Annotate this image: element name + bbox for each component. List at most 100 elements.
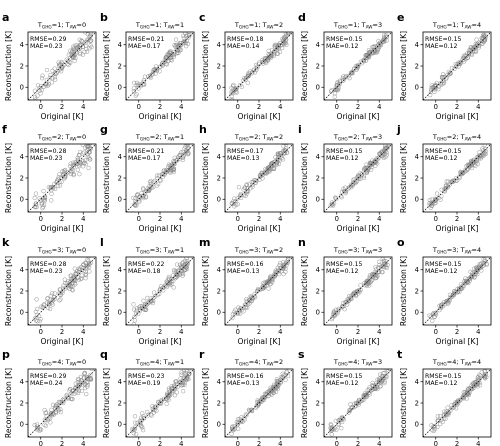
- x-axis-label: Original [K]: [435, 112, 478, 121]
- mae-label: MAE=0.23: [30, 155, 63, 162]
- mae-label: MAE=0.18: [128, 268, 161, 275]
- data-point: [169, 277, 174, 282]
- y-tick-label: 0: [316, 421, 320, 429]
- data-point: [57, 62, 62, 67]
- data-point: [341, 74, 346, 79]
- data-point: [284, 370, 289, 375]
- data-point: [174, 390, 179, 395]
- data-point: [235, 417, 241, 422]
- data-point: [171, 170, 176, 175]
- data-point: [171, 285, 176, 290]
- x-tick-label: 2: [60, 328, 64, 336]
- data-point: [236, 185, 242, 190]
- x-tick-label: 4: [278, 440, 282, 446]
- data-point: [57, 183, 63, 188]
- data-point: [52, 66, 57, 71]
- data-point: [367, 49, 372, 55]
- data-point: [471, 266, 477, 271]
- data-point: [132, 426, 137, 431]
- data-point: [161, 168, 166, 173]
- data-point: [130, 426, 135, 431]
- data-point: [141, 79, 146, 85]
- data-point: [339, 189, 345, 195]
- data-point: [136, 311, 141, 317]
- data-point: [164, 284, 169, 290]
- data-point: [37, 196, 42, 201]
- data-point: [57, 298, 62, 303]
- rmse-label: RMSE=0.29: [30, 373, 66, 380]
- data-point: [370, 380, 375, 386]
- y-tick-label: 2: [118, 287, 122, 295]
- data-point: [462, 390, 468, 395]
- x-axis-label: Original [K]: [138, 112, 181, 121]
- mae-label: MAE=0.13: [227, 155, 260, 162]
- data-point: [356, 400, 361, 406]
- data-point: [138, 82, 143, 87]
- data-point: [134, 82, 139, 88]
- panel-title: TGHG=4; TAW=0: [37, 358, 86, 368]
- data-point: [60, 290, 65, 296]
- data-point: [480, 41, 485, 46]
- data-point: [372, 386, 377, 392]
- data-point: [35, 93, 40, 98]
- y-tick-label: 0: [20, 196, 24, 204]
- data-point: [35, 83, 41, 88]
- data-point: [63, 286, 68, 291]
- data-point: [278, 151, 283, 156]
- data-point: [53, 406, 58, 411]
- data-point: [153, 71, 158, 76]
- data-point: [33, 318, 39, 323]
- data-point: [442, 189, 447, 194]
- panel-label: e: [397, 11, 404, 24]
- data-point: [66, 52, 71, 57]
- y-tick-label: 0: [118, 84, 122, 92]
- data-point: [457, 286, 462, 291]
- data-point: [472, 384, 477, 389]
- data-point: [273, 159, 278, 164]
- x-tick-label: 4: [377, 440, 381, 446]
- data-point: [48, 73, 53, 78]
- data-point: [85, 32, 90, 33]
- data-point: [43, 423, 48, 428]
- data-point: [367, 161, 373, 166]
- data-point: [256, 402, 261, 407]
- data-point: [169, 55, 174, 60]
- data-point: [138, 84, 143, 89]
- data-point: [155, 176, 160, 181]
- data-point: [374, 273, 379, 278]
- data-point: [170, 273, 176, 278]
- data-point: [332, 91, 338, 96]
- data-point: [275, 386, 280, 392]
- y-tick-label: 0: [217, 84, 221, 92]
- data-point: [346, 186, 351, 191]
- data-point: [135, 192, 140, 197]
- y-tick-label: 2: [20, 287, 24, 295]
- panel-title: TGHG=3; TAW=2: [234, 246, 283, 256]
- x-tick-label: 0: [335, 103, 339, 111]
- data-point: [332, 426, 338, 431]
- y-tick-label: 0: [118, 309, 122, 317]
- data-point: [347, 76, 352, 81]
- data-point: [42, 303, 47, 308]
- data-point: [76, 382, 81, 388]
- data-point: [334, 427, 339, 432]
- data-point: [37, 314, 42, 319]
- x-tick-label: 0: [137, 328, 141, 336]
- data-point: [52, 297, 57, 302]
- data-point: [145, 413, 151, 418]
- data-point: [154, 183, 159, 188]
- data-point: [151, 67, 157, 72]
- y-axis-label: Reconstruction [K]: [399, 368, 408, 438]
- panel-label: c: [199, 11, 206, 24]
- data-point: [431, 424, 436, 429]
- data-point: [170, 388, 175, 394]
- data-point: [481, 34, 487, 39]
- data-point: [79, 267, 85, 273]
- data-point: [336, 86, 341, 92]
- data-point: [131, 86, 136, 91]
- data-point: [84, 46, 89, 51]
